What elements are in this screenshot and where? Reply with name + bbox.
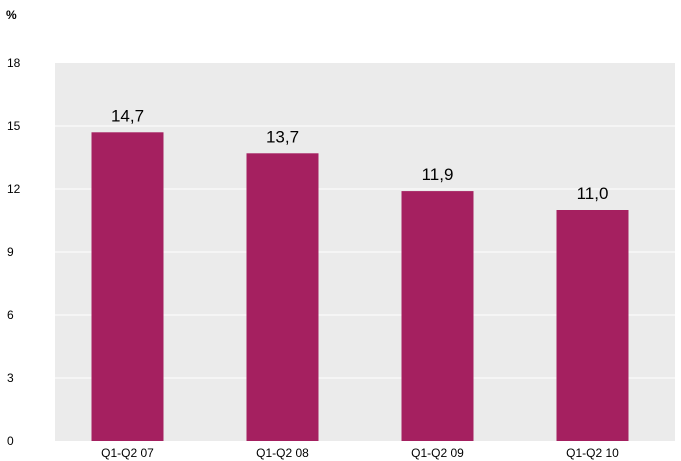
y-unit-label: % xyxy=(6,8,17,22)
bar-value-label: 11,0 xyxy=(577,184,609,203)
y-tick-label: 18 xyxy=(7,56,21,70)
bar xyxy=(91,132,164,442)
bar xyxy=(401,191,474,441)
x-tick-label: Q1-Q2 08 xyxy=(256,446,309,460)
bar-value-label: 14,7 xyxy=(111,106,144,125)
x-tick-label: Q1-Q2 07 xyxy=(101,446,154,460)
bar-value-label: 11,9 xyxy=(422,165,454,184)
bar-value-label: 13,7 xyxy=(266,127,299,146)
x-tick-label: Q1-Q2 09 xyxy=(411,446,464,460)
x-axis: Q1-Q2 07 Q1-Q2 08 Q1-Q2 09 Q1-Q2 10 xyxy=(101,446,619,460)
y-tick-label: 9 xyxy=(7,245,14,259)
y-tick-label: 3 xyxy=(7,371,14,385)
bar xyxy=(246,153,319,442)
y-tick-label: 12 xyxy=(7,182,21,196)
y-tick-label: 6 xyxy=(7,308,14,322)
x-tick-label: Q1-Q2 10 xyxy=(566,446,619,460)
y-tick-label: 0 xyxy=(7,434,14,448)
y-tick-label: 15 xyxy=(7,119,21,133)
y-axis: 0 3 6 9 12 15 18 xyxy=(7,56,21,448)
data-labels: 14,7 13,7 11,9 11,0 xyxy=(111,106,608,203)
bars xyxy=(91,132,629,442)
bar xyxy=(556,210,629,441)
